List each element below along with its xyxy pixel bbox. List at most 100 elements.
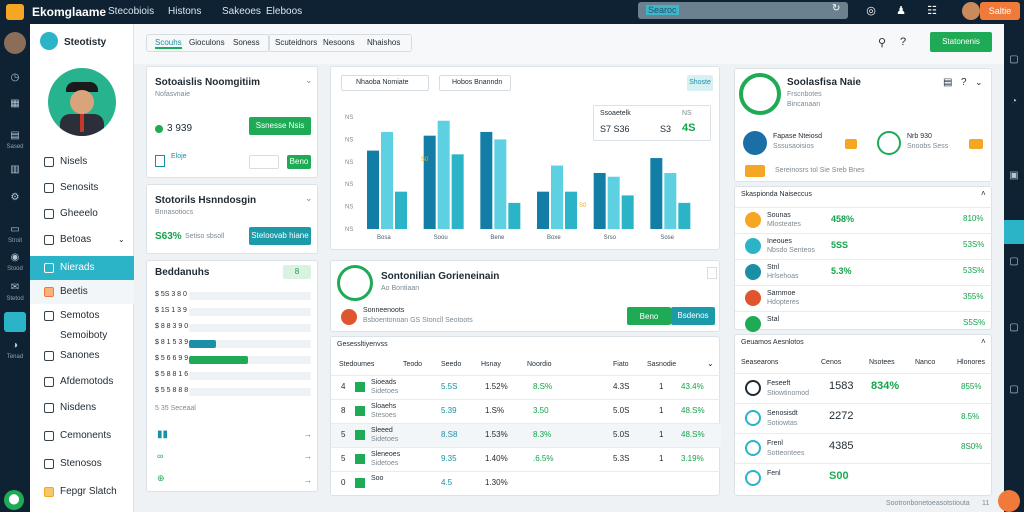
right-table-header[interactable]: Cenos (821, 359, 842, 366)
nav-item-3[interactable]: Sakeoes (222, 6, 261, 17)
sidebar-item-12[interactable]: Stenosos (30, 452, 134, 476)
help-question-icon[interactable]: ? (900, 36, 907, 48)
bar-Bene-1[interactable] (494, 139, 507, 229)
arrow-right-icon[interactable]: → (303, 475, 312, 485)
right-list-item[interactable]: Stnl Hrlsehoas 5.3% 53S% (735, 259, 993, 285)
bar-Bosa-0[interactable] (367, 150, 379, 229)
chevron-down-icon[interactable]: ⌄ (975, 77, 983, 87)
resources-badge[interactable]: 8 (283, 265, 311, 279)
tab-4[interactable]: Nesoons (323, 38, 355, 47)
link-icon[interactable]: ∞ (157, 451, 164, 461)
profile-mini-button[interactable]: Beno (287, 155, 311, 169)
bell-icon[interactable]: ♟ (896, 5, 906, 17)
chat-icon[interactable] (998, 490, 1020, 512)
sidebar-item-1[interactable]: Senosits (30, 176, 134, 200)
right-table-header[interactable]: Nanco (915, 359, 936, 366)
folder-icon[interactable]: ▥ (10, 164, 20, 175)
table-header[interactable]: Hsnay (481, 361, 501, 368)
cta-button[interactable]: Saltie (980, 2, 1020, 20)
bar-Boxe-0[interactable] (537, 191, 549, 229)
right-list-item[interactable]: Ineoues Nbsdo Senteos 5SS 53S% (735, 233, 993, 259)
right-list-item[interactable]: Sarnmoe Hdopteres 355% (735, 285, 993, 311)
right-list-item[interactable]: Stal S5S% (735, 311, 993, 337)
right-table-row[interactable]: Frenl Sotteontees 4385 8S0% (735, 433, 993, 463)
bar-Srso-2[interactable] (621, 195, 634, 229)
chevron-down-icon[interactable]: ⌄ (305, 193, 313, 203)
tag-icon[interactable]: ⊕ (157, 473, 165, 483)
bar-Bene-0[interactable] (480, 131, 493, 229)
table-header[interactable]: Stedoumes (339, 361, 375, 368)
globe-icon[interactable]: ◎ (866, 5, 876, 17)
right-rail-icon-1[interactable]: ▢ (1009, 54, 1019, 65)
search-icon[interactable]: ⚲ (878, 37, 887, 49)
sidebar-item-9[interactable]: Afdemotods (30, 370, 134, 394)
settings-icon[interactable]: ⚙ (10, 192, 20, 203)
sidebar-item-7[interactable]: Semoiboty (60, 330, 108, 341)
right-table-row[interactable]: Senosisdt Sotiowtas 2272 8.5% (735, 403, 993, 433)
nav-item-1[interactable]: Stecobiois (108, 6, 155, 17)
bar-Sose-1[interactable] (664, 173, 677, 229)
bookmark-icon[interactable]: ▮▮ (157, 429, 169, 440)
tab-5[interactable]: Nhaishos (367, 38, 401, 47)
table-row[interactable]: 0 Soo 4.5 1.30% (331, 471, 721, 495)
nav-item-4[interactable]: Eleboos (266, 6, 303, 17)
table-header[interactable]: Sasnodie (647, 361, 677, 368)
rail-active-icon[interactable] (4, 312, 26, 332)
header-action-button[interactable]: Statonenis (930, 32, 992, 52)
right-rail-icon-5[interactable]: ▢ (1009, 322, 1019, 333)
chevron-up-icon[interactable]: ˄ (981, 189, 986, 198)
doc-icon[interactable]: ▤ (10, 130, 20, 141)
bar-Srso-0[interactable] (593, 173, 606, 229)
bar-Boxe-2[interactable] (565, 191, 577, 229)
chart-button[interactable]: Shoste (687, 75, 713, 91)
list-icon[interactable]: ▤ (943, 77, 953, 88)
chart-icon[interactable]: ▭ (10, 224, 20, 235)
tab-3[interactable]: Scuteidnors (275, 38, 318, 47)
tab-1[interactable]: Gioculons (189, 38, 225, 47)
sidebar-item-6[interactable]: Semotos (30, 304, 134, 328)
bar-Bosa-1[interactable] (381, 131, 393, 229)
bar-Bene-2[interactable] (508, 202, 521, 229)
refresh-icon[interactable]: ↻ (832, 3, 841, 14)
chevron-down-icon[interactable]: ⌄ (305, 75, 313, 85)
connect-button-2[interactable]: Bsdenos (671, 307, 715, 325)
filter-dropdown-1[interactable]: Nhaoba Nomiate (341, 75, 429, 91)
search-input[interactable]: Searoc ↻ (638, 2, 848, 19)
arrow-right-icon[interactable]: → (303, 451, 312, 461)
bar-Soou-0[interactable] (423, 135, 436, 229)
rail-avatar[interactable] (4, 32, 26, 54)
grid-icon[interactable]: ☷ (927, 5, 937, 17)
sidebar-item-13[interactable]: Fepgr Slatch (30, 480, 134, 504)
nav-item-2[interactable]: Histons (168, 6, 202, 17)
bar-Sose-2[interactable] (678, 202, 691, 229)
help-circle-icon[interactable]: ? (961, 77, 967, 88)
app-logo-icon[interactable] (6, 4, 24, 20)
bar-Soou-2[interactable] (451, 154, 464, 229)
table-header[interactable]: Fiato (613, 361, 629, 368)
table-row[interactable]: 5 Sleeed Sidetoes 8.S8 1.53% 8.3% 5.0S 1 48.S% (331, 423, 721, 447)
table-row[interactable]: 4 Sioeads Sidetoes 5.5S 1.52% 8.S% 4.3S 1 43.4% (331, 375, 721, 399)
right-table-header[interactable]: Nsotees (869, 359, 895, 366)
sidebar-item-2[interactable]: Gheeelo (30, 202, 134, 226)
right-rail-active[interactable] (1004, 220, 1024, 244)
table-header[interactable]: Noordio (527, 361, 552, 368)
help-icon[interactable]: ⬤ (4, 490, 24, 510)
sidebar-item-8[interactable]: Sanones (30, 344, 134, 368)
clock-icon[interactable]: ◷ (10, 72, 20, 83)
right-table-row[interactable]: Feseeft Stiowtinomod 1583 834% 855% (735, 373, 993, 403)
arrow-right-icon[interactable]: → (303, 429, 312, 439)
bar-Bosa-2[interactable] (395, 191, 407, 229)
connect-button-1[interactable]: Beno (627, 307, 671, 325)
mail-icon[interactable]: ✉ (10, 282, 20, 293)
chevron-down-icon[interactable]: ⌄ (707, 359, 714, 368)
sidebar-item-10[interactable]: Nisdens (30, 396, 134, 420)
table-header[interactable]: Teodo (403, 361, 423, 368)
chevron-down-icon[interactable]: ⌄ (118, 235, 125, 244)
right-rail-icon-3[interactable]: ▣ (1009, 170, 1019, 181)
expand-icon[interactable] (707, 267, 717, 279)
toggle-icon[interactable] (249, 155, 279, 169)
table-header[interactable]: Seedo (441, 361, 462, 368)
table-row[interactable]: 8 Sloaehs Stesoes 5.39 1.S% 3.50 5.0S 1 48.S% (331, 399, 721, 423)
profile-button[interactable]: Ssnesse Nsis (249, 117, 311, 135)
tab-2[interactable]: Soness (233, 38, 260, 47)
